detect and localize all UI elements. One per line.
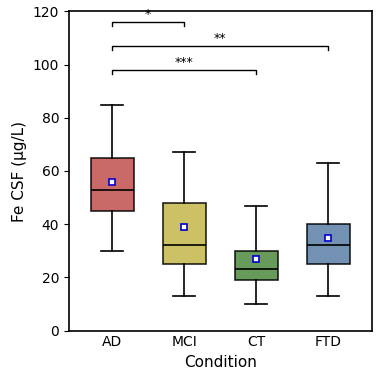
X-axis label: Condition: Condition (184, 355, 257, 370)
Text: ***: *** (175, 55, 193, 69)
Text: **: ** (214, 32, 226, 45)
PathPatch shape (307, 224, 350, 264)
PathPatch shape (163, 203, 206, 264)
PathPatch shape (235, 251, 278, 280)
Text: *: * (145, 8, 151, 21)
Y-axis label: Fe CSF (μg/L): Fe CSF (μg/L) (12, 120, 27, 222)
PathPatch shape (90, 158, 134, 211)
